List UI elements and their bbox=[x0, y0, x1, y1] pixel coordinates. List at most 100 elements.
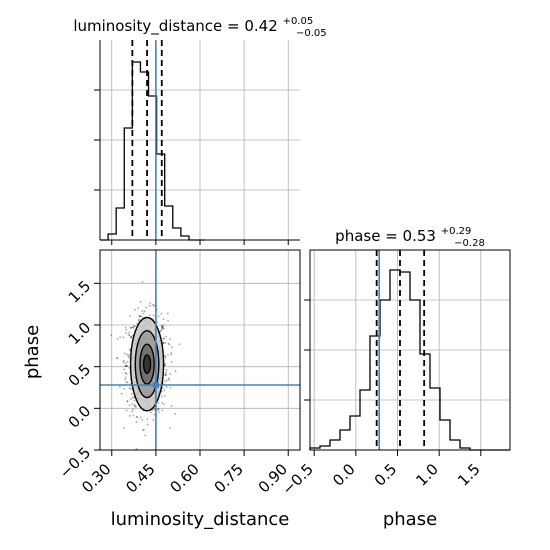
sample-point bbox=[170, 405, 173, 408]
sample-point bbox=[131, 410, 134, 413]
x-tick-label: 0.5 bbox=[371, 460, 401, 490]
sample-point bbox=[125, 364, 127, 367]
sample-point bbox=[138, 318, 140, 321]
histogram-bar bbox=[340, 430, 350, 450]
sample-point bbox=[129, 336, 132, 339]
sample-point bbox=[165, 368, 168, 371]
sample-point bbox=[128, 404, 131, 407]
sample-point bbox=[161, 326, 164, 329]
sample-point bbox=[116, 357, 119, 360]
sample-point bbox=[168, 378, 170, 381]
sample-point bbox=[157, 407, 160, 410]
sample-point bbox=[164, 341, 167, 344]
sample-point bbox=[130, 398, 132, 401]
sample-point bbox=[167, 354, 170, 356]
luminosity-distance-histogram-panel bbox=[94, 40, 300, 245]
sample-point bbox=[167, 342, 170, 345]
sample-point bbox=[122, 361, 125, 363]
sample-point bbox=[164, 380, 166, 383]
sample-point bbox=[128, 367, 131, 369]
sample-point bbox=[163, 337, 166, 340]
sample-point bbox=[153, 407, 156, 410]
sample-point bbox=[125, 328, 128, 331]
sample-point bbox=[122, 426, 125, 429]
sample-point bbox=[124, 331, 127, 334]
sample-point bbox=[156, 321, 159, 324]
density-contour bbox=[134, 330, 160, 399]
title-sup: +0.05 bbox=[283, 16, 314, 27]
sample-point bbox=[126, 364, 128, 367]
sample-point bbox=[132, 414, 135, 417]
sample-point bbox=[126, 400, 129, 403]
sample-point bbox=[116, 357, 118, 360]
sample-point bbox=[167, 377, 170, 380]
sample-point bbox=[146, 423, 149, 426]
sample-point bbox=[163, 395, 166, 397]
sample-point bbox=[164, 355, 167, 358]
sample-point bbox=[165, 371, 168, 374]
sample-point bbox=[123, 378, 126, 381]
sample-point bbox=[123, 352, 126, 355]
sample-point bbox=[126, 381, 129, 384]
sample-point bbox=[134, 308, 136, 311]
sample-point bbox=[110, 334, 113, 337]
sample-point bbox=[129, 348, 131, 351]
sample-point bbox=[136, 416, 139, 418]
sample-point bbox=[160, 324, 163, 327]
sample-point bbox=[169, 338, 171, 341]
sample-point bbox=[124, 376, 127, 379]
sample-point bbox=[168, 343, 171, 346]
sample-point bbox=[157, 402, 160, 404]
sample-point bbox=[142, 429, 144, 431]
sample-point bbox=[161, 409, 164, 412]
sample-point bbox=[146, 418, 149, 421]
sample-point bbox=[139, 315, 141, 318]
sample-point bbox=[165, 386, 168, 389]
density-region bbox=[143, 355, 151, 374]
sample-point bbox=[131, 403, 134, 406]
x-axis-label-luminosity-distance: luminosity_distance bbox=[111, 509, 290, 530]
sample-point bbox=[166, 312, 169, 315]
sample-point bbox=[125, 365, 128, 367]
sample-point bbox=[124, 372, 127, 374]
sample-point bbox=[165, 335, 168, 338]
sample-point bbox=[170, 346, 173, 349]
sample-point bbox=[161, 387, 164, 389]
sample-point bbox=[170, 360, 173, 363]
x-tick-label: 0.75 bbox=[211, 460, 247, 496]
sample-point bbox=[118, 385, 121, 388]
sample-point bbox=[127, 355, 130, 358]
histogram-bar bbox=[124, 128, 132, 240]
sample-point bbox=[125, 409, 128, 412]
sample-point bbox=[160, 395, 163, 398]
histogram-bar bbox=[132, 62, 140, 240]
histogram-bar bbox=[173, 228, 181, 240]
histogram-bar bbox=[157, 154, 165, 240]
sample-point bbox=[132, 408, 134, 411]
sample-point bbox=[129, 415, 131, 417]
y-tick-label: 0.0 bbox=[65, 402, 95, 432]
y-tick-label: 0.5 bbox=[65, 360, 95, 390]
sample-point bbox=[139, 315, 142, 317]
title-main: phase = 0.53 bbox=[335, 227, 436, 245]
sample-point bbox=[145, 306, 148, 309]
x-axis-label-phase: phase bbox=[383, 509, 437, 530]
sample-point bbox=[135, 448, 138, 450]
sample-point bbox=[156, 408, 159, 411]
sample-point bbox=[169, 427, 172, 430]
sample-point bbox=[129, 326, 132, 329]
sample-point bbox=[130, 336, 133, 338]
sample-point bbox=[128, 331, 130, 334]
x-tick-label: 0.60 bbox=[166, 460, 202, 496]
sample-point bbox=[174, 413, 176, 415]
sample-point bbox=[143, 310, 146, 313]
sample-point bbox=[151, 409, 154, 412]
sample-point bbox=[157, 315, 160, 318]
sample-point bbox=[135, 420, 138, 423]
histogram-bar bbox=[450, 440, 460, 450]
sample-point bbox=[125, 381, 127, 383]
density-contour bbox=[139, 343, 155, 385]
sample-point bbox=[153, 408, 156, 411]
sample-point bbox=[141, 310, 144, 313]
